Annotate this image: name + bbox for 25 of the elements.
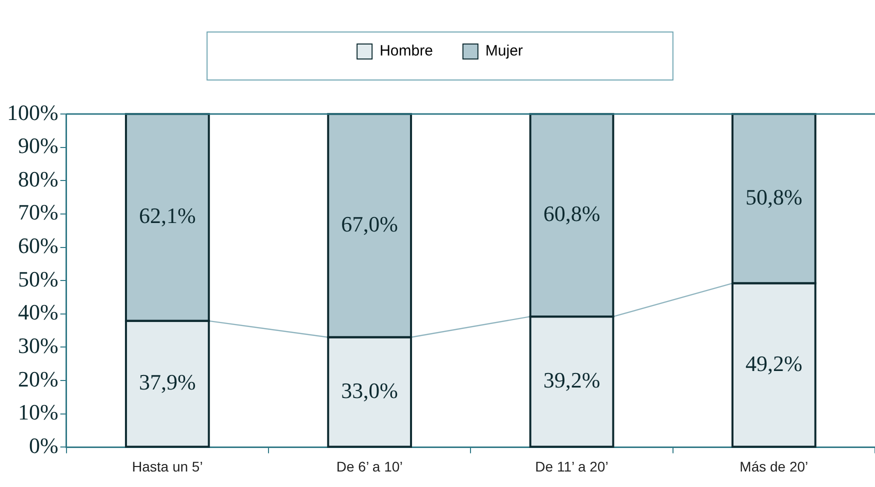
data-label: 37,9%	[138, 370, 196, 395]
y-tick-label: 60%	[18, 233, 58, 258]
legend-label: Mujer	[485, 42, 523, 60]
data-label: 33,0%	[341, 378, 398, 403]
data-label: 62,1%	[138, 203, 196, 228]
data-label: 39,2%	[543, 367, 600, 392]
x-tick-label: De 6’ a 10’	[336, 458, 403, 474]
y-tick-label: 0%	[29, 432, 58, 458]
y-tick-label: 80%	[18, 166, 58, 192]
data-label: 67,0%	[341, 211, 398, 236]
y-tick-label: 10%	[18, 400, 58, 425]
x-tick-label: Hasta un 5’	[132, 458, 203, 474]
legend-label: Hombre	[380, 42, 433, 60]
y-tick-label: 20%	[18, 366, 58, 392]
y-tick-label: 100%	[7, 100, 58, 125]
y-tick-label: 30%	[18, 333, 58, 358]
x-tick-label: De 11’ a 20’	[535, 458, 608, 474]
y-tick-label: 70%	[18, 200, 58, 225]
data-label: 50,8%	[746, 184, 802, 210]
y-tick-label: 50%	[18, 266, 58, 292]
y-tick-label: 90%	[18, 133, 58, 158]
y-tick-label: 40%	[18, 300, 58, 325]
data-label: 60,8%	[543, 201, 600, 226]
x-tick-label: Más de 20’	[740, 458, 808, 474]
data-label: 49,2%	[746, 350, 802, 376]
